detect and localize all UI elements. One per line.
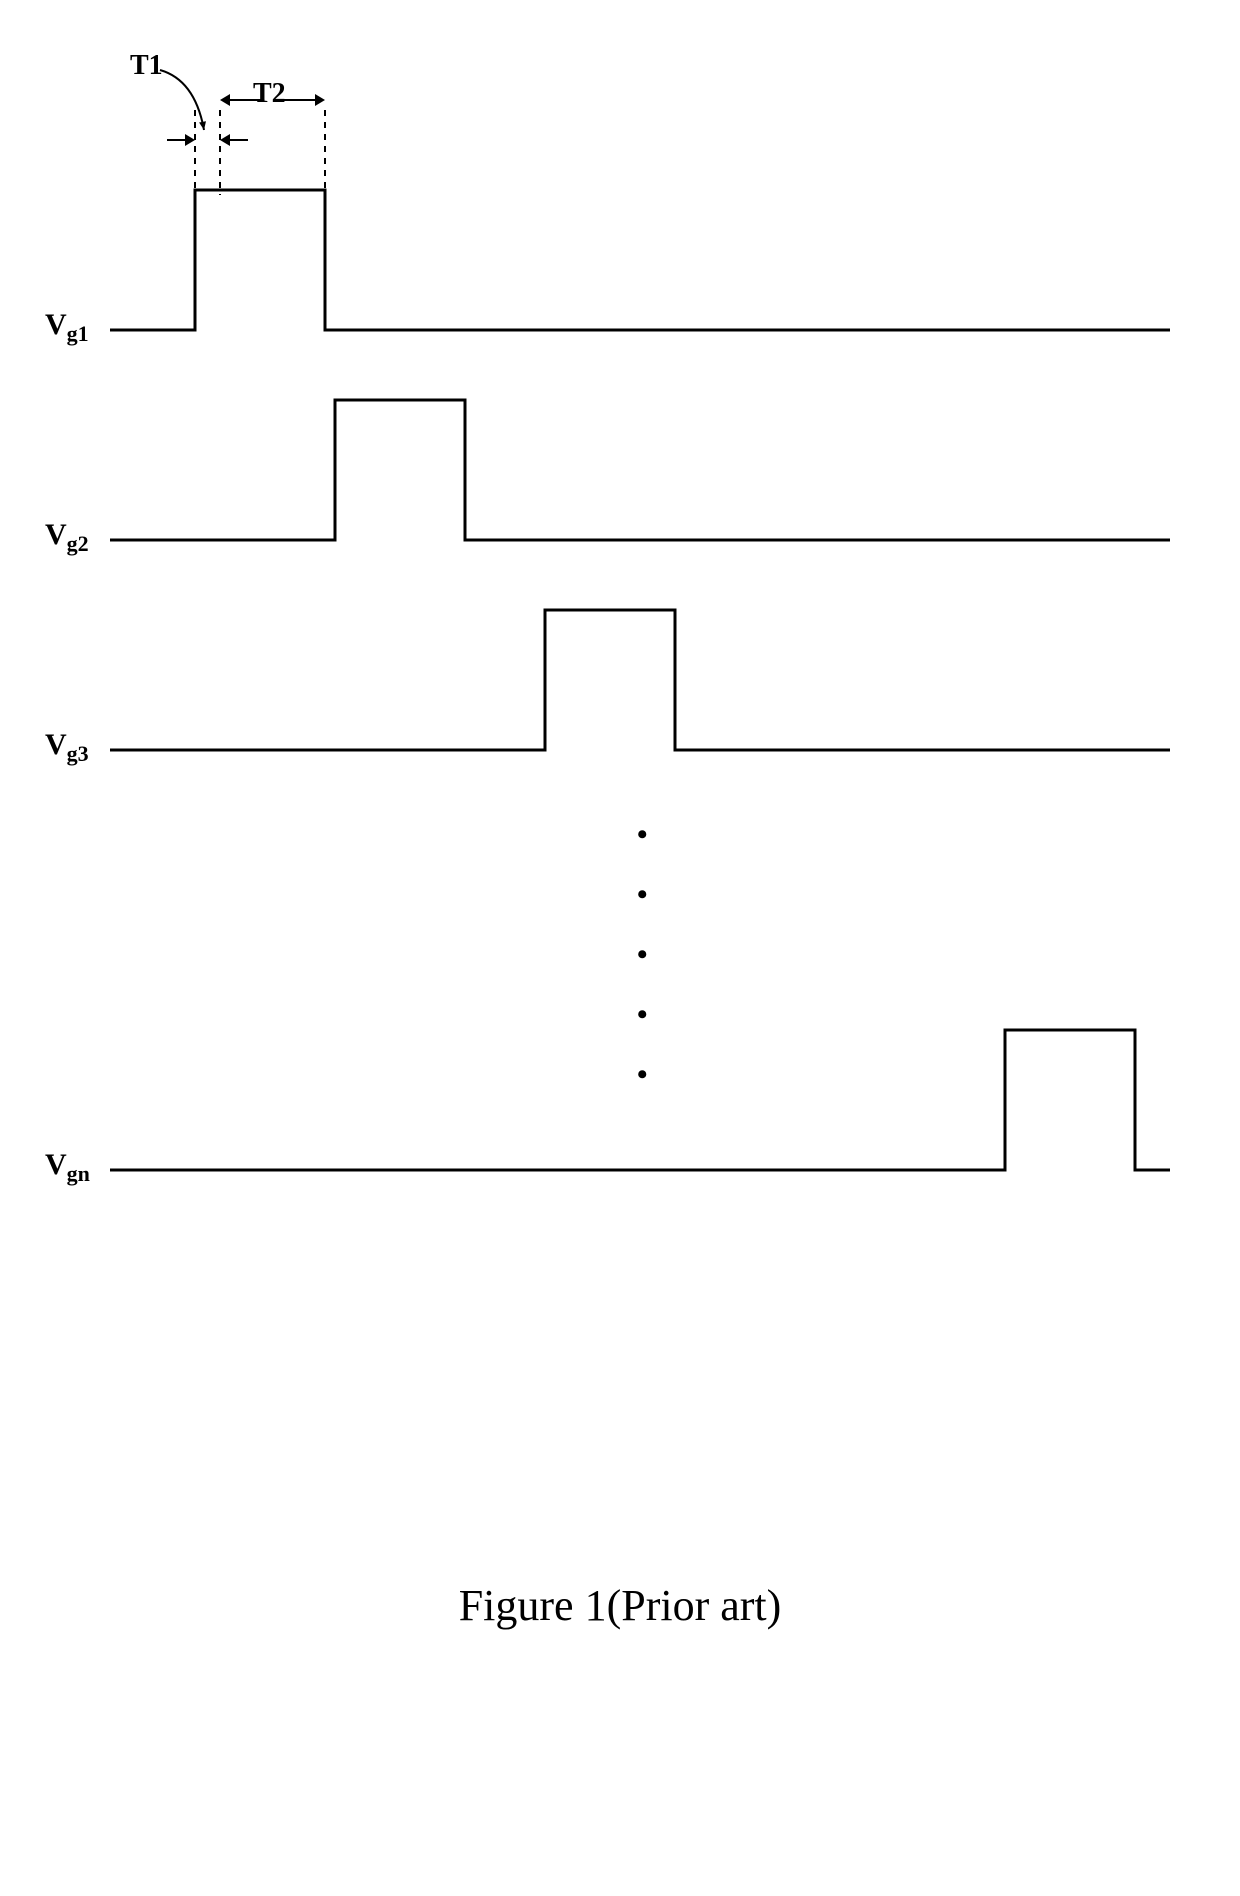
dot: • [637, 1000, 648, 1030]
dot: • [637, 820, 648, 850]
figure-caption: Figure 1(Prior art) [0, 1580, 1240, 1631]
label-vgn: Vgn [45, 1148, 90, 1187]
label-t2: T2 [253, 78, 286, 110]
timing-diagram: Vg1 Vg2 Vg3 Vgn T1 T2 • • • • • Figure 1(Pri… [0, 0, 1240, 1896]
label-vg1: Vg1 [45, 308, 89, 347]
dot: • [637, 1060, 648, 1090]
dot: • [637, 880, 648, 910]
label-vg2: Vg2 [45, 518, 89, 557]
label-t1: T1 [130, 50, 163, 82]
label-vg3: Vg3 [45, 728, 89, 767]
dot: • [637, 940, 648, 970]
